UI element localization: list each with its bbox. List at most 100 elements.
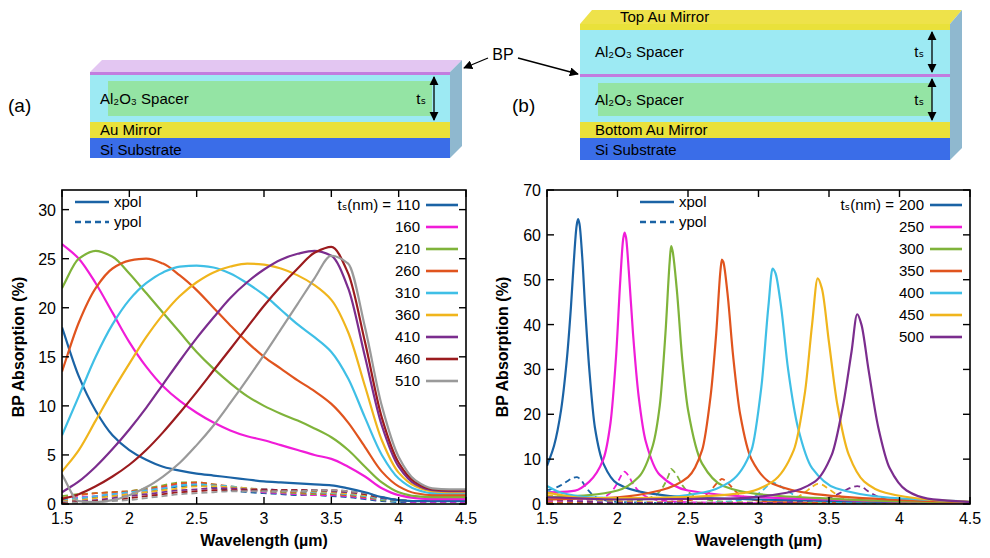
y-tick-label: 20	[38, 300, 56, 317]
stack-side	[450, 60, 462, 158]
x-tick	[196, 497, 197, 504]
y-tick	[547, 458, 554, 459]
xpol-line	[547, 260, 970, 503]
legend-swatch	[426, 204, 458, 207]
x-tick-top	[758, 190, 759, 197]
legend-label: 300	[899, 240, 924, 257]
au-mirror-layer	[90, 122, 450, 138]
x-tick-top	[263, 190, 264, 197]
y-tick-label: 30	[523, 361, 541, 378]
schematic-label: Al₂O₃ Spacer	[595, 91, 684, 108]
x-tick-top	[828, 190, 829, 197]
schematic-label: tₛ	[914, 43, 924, 60]
legend-swatch	[930, 314, 962, 317]
schematic-label: BP	[492, 46, 513, 63]
schematic-label: Si Substrate	[100, 141, 182, 158]
legend-label: xpol	[679, 193, 707, 210]
y-tick	[547, 189, 554, 190]
y-tick-right	[963, 279, 970, 280]
y-tick-right	[963, 189, 970, 190]
legend-line-xpol	[75, 201, 109, 203]
x-tick	[687, 497, 688, 504]
legend-label: 410	[395, 328, 420, 345]
y-tick	[547, 369, 554, 370]
legend-title: tₛ(nm) =	[338, 196, 392, 213]
legend-swatch	[426, 336, 458, 339]
legend-title: tₛ(nm) =	[840, 196, 894, 213]
y-tick-label: 0	[532, 496, 541, 513]
legend-label: 250	[899, 218, 924, 235]
y-tick-right	[963, 414, 970, 415]
x-tick	[969, 497, 970, 504]
x-tick	[899, 497, 900, 504]
legend-label: 200	[899, 196, 924, 213]
schematic-label: Top Au Mirror	[620, 8, 709, 25]
panel-label: (b)	[512, 95, 535, 116]
y-tick	[62, 356, 69, 357]
schematic-label: tₛ	[914, 91, 924, 108]
x-tick-top	[617, 190, 618, 197]
legend-swatch	[930, 204, 962, 207]
schematic-label: Au Mirror	[100, 121, 162, 138]
legend-label: 450	[899, 306, 924, 323]
bp-top-face	[90, 60, 462, 72]
xpol-line	[62, 247, 466, 499]
x-tick-top	[196, 190, 197, 197]
xpol-line	[62, 251, 466, 492]
y-tick	[547, 503, 554, 504]
legend-swatch	[426, 270, 458, 273]
xpol-line	[62, 244, 466, 499]
y-tick	[62, 258, 69, 259]
y-tick-right	[963, 324, 970, 325]
y-tick-right	[963, 234, 970, 235]
x-tick-label: 4.5	[959, 510, 981, 527]
xpol-line	[62, 259, 466, 495]
legend-swatch	[930, 226, 962, 229]
x-tick-label: 2.5	[186, 510, 208, 527]
xpol-line	[62, 256, 466, 502]
y-tick	[547, 279, 554, 280]
legend-swatch	[426, 314, 458, 317]
xpol-line	[547, 219, 970, 503]
legend-swatch	[930, 270, 962, 273]
x-tick-label: 3.5	[818, 510, 840, 527]
x-tick-label: 4	[895, 510, 904, 527]
bp-layer	[90, 72, 450, 75]
arrow	[464, 58, 488, 68]
y-axis-title: BP Absorption (%)	[10, 277, 27, 417]
schematic-label: Al₂O₃ Spacer	[595, 43, 684, 60]
x-tick	[129, 497, 130, 504]
legend-swatch	[426, 380, 458, 383]
x-tick	[331, 497, 332, 504]
xpol-line	[547, 269, 970, 502]
au-mirror-layer	[580, 122, 950, 138]
si-layer	[580, 138, 950, 160]
x-tick-label: 2	[125, 510, 134, 527]
x-axis-title: Wavelength (µm)	[695, 532, 823, 549]
y-tick-label: 10	[38, 398, 56, 415]
legend-line-xpol	[640, 201, 674, 203]
x-tick-label: 4	[394, 510, 403, 527]
x-tick	[61, 497, 62, 504]
plot-frame	[547, 190, 970, 504]
y-tick	[547, 234, 554, 235]
y-axis-title: BP Absorption (%)	[494, 277, 511, 417]
legend-line-ypol	[75, 221, 109, 223]
arrow	[518, 58, 578, 74]
x-tick	[758, 497, 759, 504]
spacer-layer	[90, 75, 450, 122]
legend-line-ypol	[640, 221, 674, 223]
y-tick-label: 60	[523, 227, 541, 244]
legend-label: ypol	[679, 213, 707, 230]
legend-swatch	[930, 248, 962, 251]
y-tick-right	[459, 307, 466, 308]
y-tick-label: 0	[47, 496, 56, 513]
legend-swatch	[930, 292, 962, 295]
y-tick	[547, 414, 554, 415]
y-tick-label: 10	[523, 451, 541, 468]
xpol-line	[62, 251, 466, 497]
legend-swatch	[426, 226, 458, 229]
legend-label: 400	[899, 284, 924, 301]
xpol-line	[547, 246, 970, 503]
bp-layer	[580, 74, 950, 77]
